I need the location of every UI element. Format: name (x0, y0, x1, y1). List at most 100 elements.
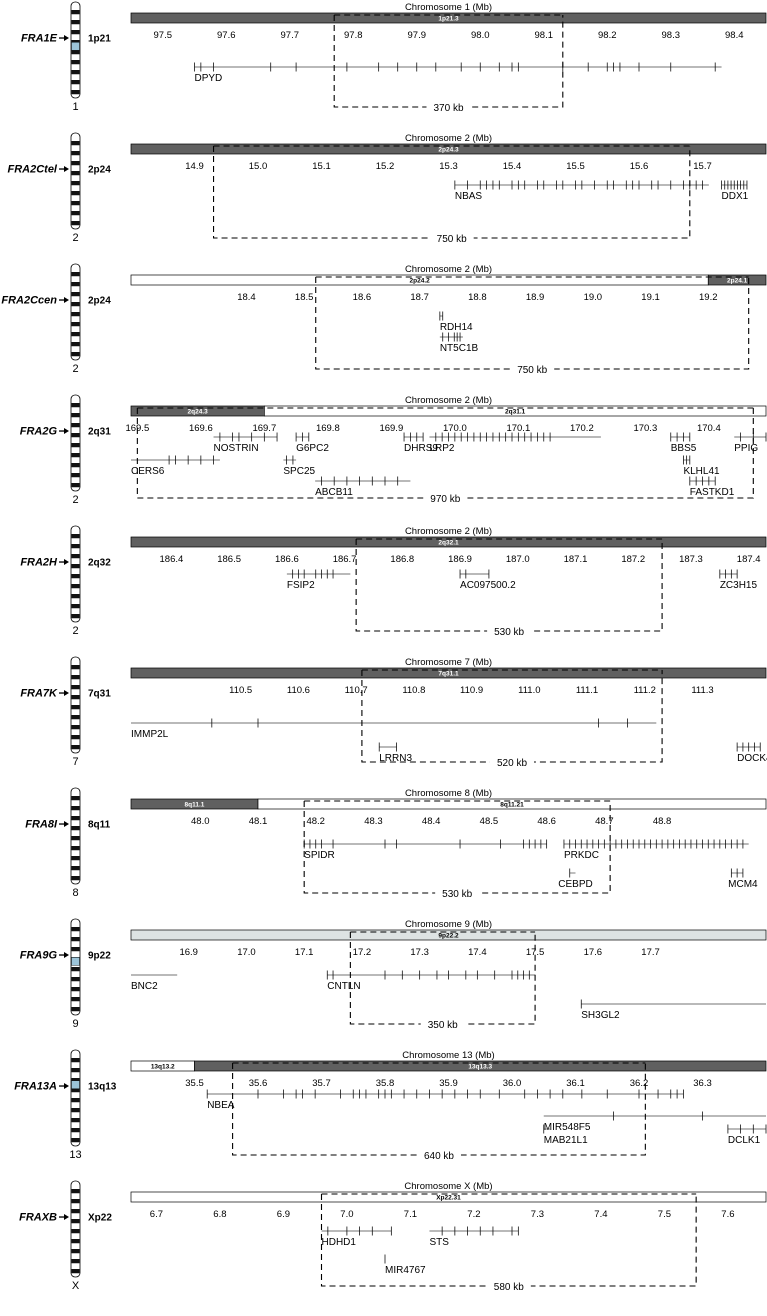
gene-dock4: DOCK4 (736, 742, 767, 764)
tick-label: 110.9 (460, 685, 483, 696)
fragile-site-label: FRAXB (19, 1212, 57, 1224)
tick-label: 170.0 (443, 423, 467, 434)
gene-label: AC097500.2 (460, 580, 516, 591)
gene-label: BBS5 (671, 443, 697, 454)
gene-nbas: NBAS (454, 180, 709, 202)
tick-label: 6.9 (277, 1209, 290, 1220)
axis-title: Chromosome 8 (Mb) (405, 788, 492, 799)
cytoband-segment-label: 2p24.3 (438, 147, 459, 154)
tick-label: 7.6 (721, 1209, 734, 1220)
fragile-region-bracket: 350 kb (349, 931, 536, 1031)
axis-title: Chromosome 2 (Mb) (405, 264, 492, 275)
gene-label: SPC25 (283, 466, 315, 477)
cytoband-segment-label: 2q31.1 (505, 409, 526, 416)
cytoband-label: 13q13 (88, 1082, 117, 1093)
cytoband-segment (194, 1060, 767, 1072)
chromosome-ideogram: 8 (70, 787, 81, 899)
gene-label: FASTKD1 (690, 487, 735, 498)
panel-fra7k: 7 FRA7K 7q31 Chromosome 7 (Mb) 7q31.1 110.5 11… (20, 656, 767, 769)
cytoband-segment-label: 9p22.2 (438, 933, 459, 940)
gene-lrp2: LRP2 (429, 432, 601, 454)
fragile-site-label: FRA13A (14, 1081, 57, 1093)
tick-label: 17.0 (237, 947, 256, 958)
tick-label: 7.5 (658, 1209, 671, 1220)
tick-label: 97.5 (154, 30, 173, 41)
region-size-label: 640 kb (424, 1151, 454, 1162)
gene-label: IMMP2L (131, 729, 169, 740)
tick-label: 110.7 (345, 685, 368, 696)
tick-label: 35.9 (439, 1078, 458, 1089)
tick-label: 48.0 (191, 816, 210, 827)
tick-label: 169.9 (379, 423, 403, 434)
fragile-site-label: FRA2G (20, 426, 58, 438)
panel-fraxb: X FRAXB Xp22 Chromosome X (Mb) Xp22.31 6.7 6.8… (19, 1180, 767, 1293)
chromosome-number: 2 (72, 232, 78, 244)
tick-label: 7.0 (340, 1209, 353, 1220)
chromosome-number: 2 (72, 625, 78, 637)
region-size-label: 530 kb (494, 627, 524, 638)
chromosome-number: 7 (72, 756, 78, 768)
gene-label: SH3GL2 (581, 1010, 620, 1021)
tick-label: 18.7 (410, 292, 429, 303)
cytoband-bar: 8q11.1 8q11.21 (130, 798, 767, 810)
tick-label: 15.7 (693, 161, 712, 172)
chromosome-number: 2 (72, 363, 78, 375)
tick-label: 15.3 (439, 161, 458, 172)
cytoband-bar: 13q13.2 13q13.3 (130, 1060, 767, 1072)
fragile-region-bracket: 530 kb (355, 538, 663, 638)
gene-label: CNTLN (327, 981, 360, 992)
tick-label: 35.8 (376, 1078, 395, 1089)
arrow-icon (59, 35, 69, 42)
tick-label: 35.5 (185, 1078, 204, 1089)
tick-label: 18.6 (353, 292, 372, 303)
tick-label: 98.4 (725, 30, 744, 41)
gene-label: NT5C1B (440, 343, 479, 354)
gene-label: ABCB11 (315, 487, 353, 498)
cytoband-segment-label: Xp22.31 (436, 1195, 461, 1202)
gene-nbea: NBEA (206, 1089, 684, 1111)
tick-label: 186.5 (217, 554, 241, 565)
tick-label: 14.9 (185, 161, 204, 172)
tick-label: 18.5 (295, 292, 314, 303)
tick-label: 186.6 (275, 554, 299, 565)
tick-label: 36.2 (630, 1078, 649, 1089)
panel-fra2ctel: 2 FRA2Ctel 2p24 Chromosome 2 (Mb) 2p24.3 14.9… (7, 132, 767, 245)
gene-fsip2: FSIP2 (286, 569, 351, 591)
tick-label: 17.2 (353, 947, 372, 958)
cytoband-bar: 1p21.3 (130, 12, 767, 24)
axis-title: Chromosome X (Mb) (404, 1181, 492, 1192)
tick-label: 98.2 (598, 30, 617, 41)
tick-label: 7.1 (404, 1209, 417, 1220)
gene-mab21l1: MAB21L1 (543, 1124, 588, 1146)
chromosome-ideogram: 9 (70, 918, 81, 1030)
tick-label: 187.3 (679, 554, 703, 565)
tick-label: 48.5 (480, 816, 499, 827)
tick-label: 15.1 (312, 161, 331, 172)
gene-nt5c1b: NT5C1B (439, 332, 479, 354)
tick-label: 48.4 (422, 816, 441, 827)
tick-label: 169.6 (189, 423, 213, 434)
gene-spc25: SPC25 (283, 455, 316, 477)
cytoband-segment-label: 2p24.2 (410, 278, 431, 285)
tick-label: 36.1 (566, 1078, 585, 1089)
gene-label: MIR548F5 (544, 1122, 591, 1133)
axis-title: Chromosome 13 (Mb) (402, 1050, 494, 1061)
axis-title: Chromosome 2 (Mb) (405, 133, 492, 144)
chromosome-ideogram: X (70, 1180, 81, 1292)
region-size-label: 370 kb (433, 103, 463, 114)
cytoband-segment (130, 667, 767, 679)
chromosome-ideogram: 2 (70, 525, 81, 637)
tick-label: 97.9 (408, 30, 427, 41)
axis-title: Chromosome 2 (Mb) (405, 526, 492, 537)
panel-fra2h: 2 FRA2H 2q32 Chromosome 2 (Mb) 2q32.1 186.4 18… (20, 525, 767, 638)
cytoband-bar: 9p22.2 (130, 929, 767, 941)
panel-fra2g: 2 FRA2G 2q31 Chromosome 2 (Mb) 2q24.3 2q31.1 1… (20, 394, 767, 506)
tick-label: 35.7 (312, 1078, 331, 1089)
gene-zc3h15: ZC3H15 (719, 569, 757, 591)
tick-label: 7.2 (467, 1209, 480, 1220)
cytoband-segment-label: 13q13.2 (151, 1064, 175, 1071)
gene-bbs5: BBS5 (670, 432, 697, 454)
panel-fra9g: 9 FRA9G 9p22 Chromosome 9 (Mb) 9p22.2 16.9 17.… (20, 918, 767, 1031)
gene-hdhd1: HDHD1 (321, 1226, 392, 1248)
tick-label: 186.9 (448, 554, 472, 565)
